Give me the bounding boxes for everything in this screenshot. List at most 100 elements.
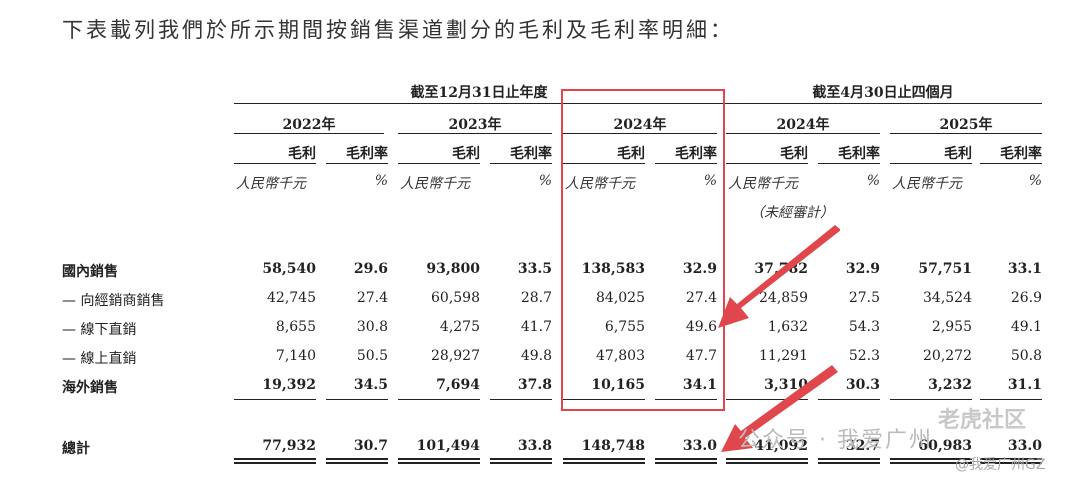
table-cell: 50.8 xyxy=(1010,348,1042,364)
table-cell: 58,540 xyxy=(262,261,316,277)
group-header-rule xyxy=(234,103,1042,104)
table-cell: 27.4 xyxy=(685,290,717,306)
wechat-watermark: 公众号 · 我爱广州 xyxy=(738,428,933,453)
group-header-annual: 截至12月31日止年度 xyxy=(410,85,548,101)
handle-watermark: @我爱广州GZ xyxy=(955,457,1046,473)
unit-percent: % xyxy=(1028,173,1042,189)
table-cell: 6,755 xyxy=(604,319,645,335)
table-cell: 49.8 xyxy=(520,348,552,364)
table-cell: 4,275 xyxy=(439,319,480,335)
double-rule xyxy=(890,462,972,464)
unit-percent: % xyxy=(866,173,880,189)
table-cell: 50.5 xyxy=(356,348,388,364)
unit-percent: % xyxy=(538,173,552,189)
total-cell: 33.0 xyxy=(682,438,717,454)
double-rule xyxy=(398,458,480,460)
col-rule xyxy=(726,163,808,164)
year-rule-2023 xyxy=(398,133,552,134)
unit-currency: 人民幣千元 xyxy=(236,176,306,192)
row-label-online-direct-sales: — 線上直銷 xyxy=(62,351,137,367)
double-rule xyxy=(655,458,717,460)
total-cell: 30.7 xyxy=(353,438,388,454)
total-rule xyxy=(818,399,880,400)
total-rule xyxy=(398,399,480,400)
table-cell: 138,583 xyxy=(581,261,645,277)
double-rule xyxy=(655,462,717,464)
unit-percent: % xyxy=(374,173,388,189)
double-rule xyxy=(234,458,316,460)
year-2024: 2024年 xyxy=(613,117,667,133)
col-margin-2024: 毛利率 xyxy=(675,146,717,162)
unit-currency: 人民幣千元 xyxy=(400,176,470,192)
col-margin-2022: 毛利率 xyxy=(346,146,388,162)
arrow-upper-icon xyxy=(718,225,840,328)
total-rule xyxy=(234,399,316,400)
year-2023: 2023年 xyxy=(448,117,502,133)
table-cell: 11,291 xyxy=(759,348,808,364)
col-margin-2025: 毛利率 xyxy=(1000,146,1042,162)
total-cell: 60,983 xyxy=(918,438,972,454)
total-cell: 101,494 xyxy=(416,438,480,454)
group-header-four-month: 截至4月30日止四個月 xyxy=(812,85,954,101)
double-rule xyxy=(726,458,808,460)
table-cell: 41.7 xyxy=(520,319,552,335)
unit-percent: % xyxy=(703,173,717,189)
table-cell: 42,745 xyxy=(267,290,316,306)
col-rule xyxy=(326,163,388,164)
table-cell: 30.8 xyxy=(356,319,388,335)
table-cell: 29.6 xyxy=(353,261,388,277)
row-label-sales-to-distributors: — 向經銷商銷售 xyxy=(62,293,165,309)
red-arrow-annotations xyxy=(718,225,840,452)
total-rule xyxy=(563,399,645,400)
double-rule xyxy=(234,462,316,464)
table-cell: 28,927 xyxy=(431,348,480,364)
table-cell: 33.5 xyxy=(517,261,552,277)
table-cell: 2,955 xyxy=(931,319,972,335)
table-cell: 3,232 xyxy=(928,377,972,393)
table-cell: 33.1 xyxy=(1007,261,1042,277)
double-rule xyxy=(563,462,645,464)
col-rule xyxy=(234,163,316,164)
year-2025: 2025年 xyxy=(939,117,993,133)
table-cell: 26.9 xyxy=(1010,290,1042,306)
row-label-offline-direct-sales: — 線下直銷 xyxy=(62,322,137,338)
col-profit-2022: 毛利 xyxy=(288,146,316,162)
col-rule xyxy=(563,163,645,164)
table-cell: 31.1 xyxy=(1007,377,1042,393)
col-rule xyxy=(655,163,717,164)
double-rule xyxy=(563,458,645,460)
double-rule xyxy=(818,462,880,464)
col-rule xyxy=(980,163,1042,164)
total-cell: 41,092 xyxy=(754,438,808,454)
double-rule xyxy=(980,458,1042,460)
table-cell: 8,655 xyxy=(275,319,316,335)
table-cell: 30.3 xyxy=(845,377,880,393)
year-2022: 2022年 xyxy=(282,117,336,133)
col-rule xyxy=(818,163,880,164)
double-rule xyxy=(726,462,808,464)
row-label-overseas-sales: 海外銷售 xyxy=(62,380,118,396)
total-rule xyxy=(980,399,1042,400)
table-cell: 49.1 xyxy=(1010,319,1042,335)
unit-currency: 人民幣千元 xyxy=(565,176,635,192)
double-rule xyxy=(490,462,552,464)
table-cell: 49.6 xyxy=(685,319,717,335)
table-cell: 47,803 xyxy=(596,348,645,364)
community-watermark: 老虎社区 xyxy=(938,408,1027,433)
year-rule-2024-four-month xyxy=(726,133,880,134)
unaudited-note: （未經審計） xyxy=(750,205,834,221)
year-2024-four-month: 2024年 xyxy=(776,117,830,133)
total-rule xyxy=(726,399,808,400)
arrow-lower-icon xyxy=(721,365,838,452)
table-cell: 54.3 xyxy=(848,319,880,335)
total-cell: 33.8 xyxy=(517,438,552,454)
col-profit-2023: 毛利 xyxy=(452,146,480,162)
total-cell: 33.0 xyxy=(1007,438,1042,454)
table-cell: 57,751 xyxy=(918,261,972,277)
intro-text: 下表載列我們於所示期間按銷售渠道劃分的毛利及毛利率明細： xyxy=(62,18,734,42)
table-cell: 27.5 xyxy=(848,290,880,306)
table-cell: 20,272 xyxy=(923,348,972,364)
table-cell: 93,800 xyxy=(426,261,480,277)
row-label-domestic-sales: 國內銷售 xyxy=(62,264,118,280)
table-cell: 47.7 xyxy=(685,348,717,364)
